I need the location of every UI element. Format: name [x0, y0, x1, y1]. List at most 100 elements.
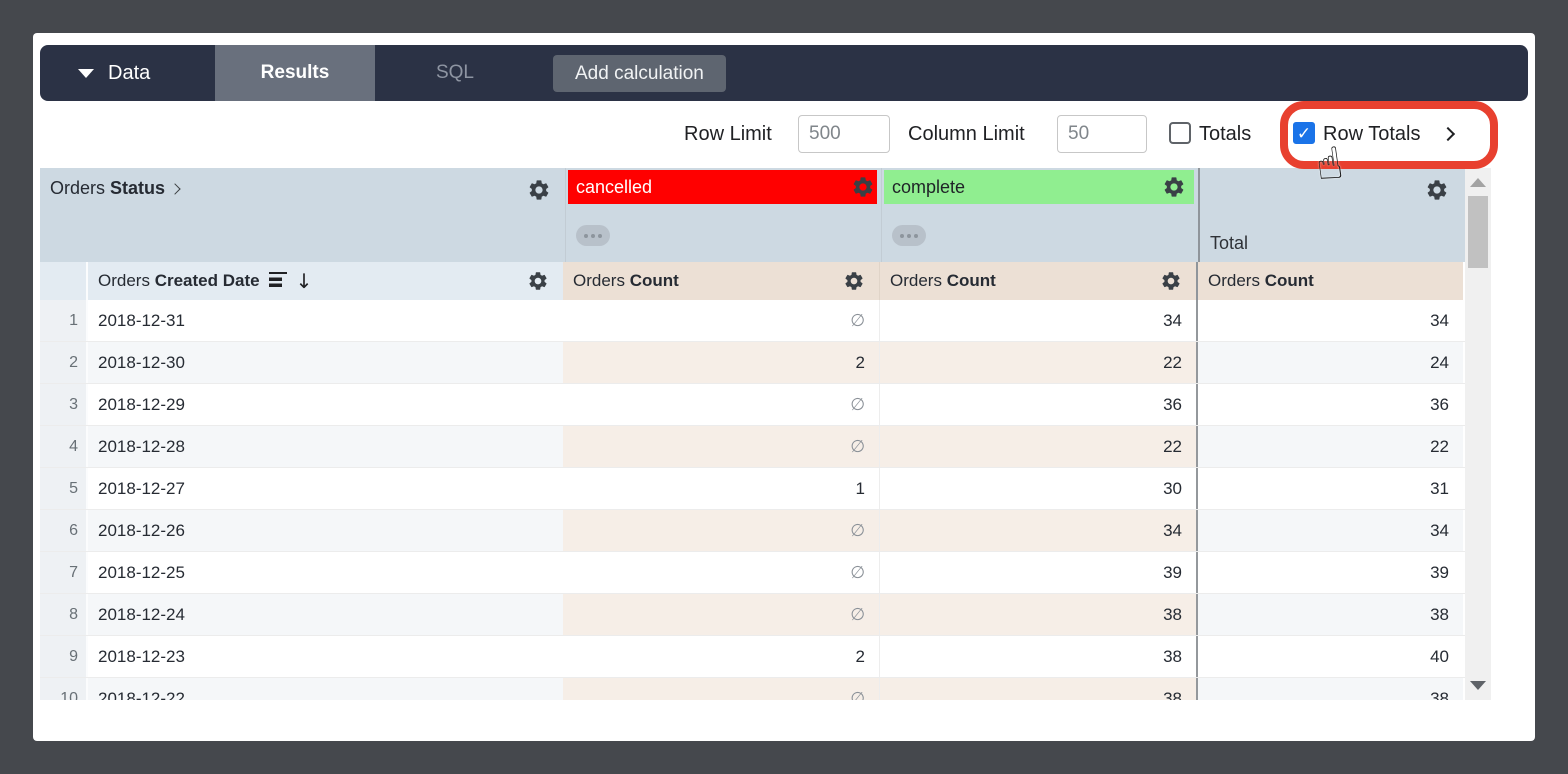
measure-title: Orders Count	[1208, 271, 1314, 291]
gear-icon[interactable]	[527, 178, 551, 202]
date-cell[interactable]: 2018-12-22	[88, 678, 563, 700]
orders-created-date-header[interactable]: Orders Created Date ↓	[88, 262, 563, 300]
field-name: Count	[946, 271, 996, 290]
table-row[interactable]: 3 2018-12-29 ∅ 36 36	[40, 384, 1465, 426]
table-row[interactable]: 5 2018-12-27 1 30 31	[40, 468, 1465, 510]
vertical-scrollbar[interactable]	[1465, 168, 1491, 700]
gear-icon[interactable]	[527, 270, 549, 292]
complete-count-cell[interactable]: 22	[879, 342, 1196, 383]
scroll-up-arrow-icon[interactable]	[1470, 178, 1486, 187]
created-date-title: Orders Created Date	[98, 271, 260, 291]
check-icon: ✓	[1296, 123, 1312, 143]
field-name: Status	[110, 178, 166, 198]
field-name: Count	[1264, 271, 1314, 290]
row-totals-checkbox[interactable]: ✓	[1293, 122, 1315, 144]
table-body: 1 2018-12-31 ∅ 34 34 2 2018-12-30 2 22 2…	[40, 300, 1465, 700]
scroll-down-arrow-icon[interactable]	[1470, 681, 1486, 690]
complete-count-cell[interactable]: 34	[879, 510, 1196, 551]
gear-icon[interactable]	[1160, 270, 1182, 292]
row-total-cell[interactable]: 31	[1196, 468, 1463, 509]
scrollbar-thumb[interactable]	[1468, 196, 1488, 268]
row-total-cell[interactable]: 22	[1196, 426, 1463, 467]
table-row[interactable]: 8 2018-12-24 ∅ 38 38	[40, 594, 1465, 636]
tab-sql[interactable]: SQL	[375, 45, 535, 101]
expand-chevron-icon[interactable]	[169, 182, 181, 195]
add-calculation-button[interactable]: Add calculation	[553, 55, 726, 92]
date-cell[interactable]: 2018-12-24	[88, 594, 563, 635]
table-row[interactable]: 10 2018-12-22 ∅ 38 38	[40, 678, 1465, 700]
complete-count-cell[interactable]: 38	[879, 594, 1196, 635]
fill-fields-icon[interactable]	[268, 270, 288, 293]
orders-count-header-cancelled[interactable]: Orders Count	[563, 262, 879, 300]
tab-sql-label: SQL	[435, 62, 475, 83]
cancelled-count-cell[interactable]: 2	[855, 646, 865, 666]
date-cell[interactable]: 2018-12-28	[88, 426, 563, 467]
complete-count-cell[interactable]: 38	[879, 636, 1196, 677]
cancelled-count-cell[interactable]: ∅	[850, 394, 865, 415]
measure-title: Orders Count	[890, 271, 996, 291]
row-total-cell[interactable]: 38	[1196, 594, 1463, 635]
complete-count-cell[interactable]: 36	[879, 384, 1196, 425]
table-row[interactable]: 7 2018-12-25 ∅ 39 39	[40, 552, 1465, 594]
complete-count-cell[interactable]: 30	[879, 468, 1196, 509]
cancelled-count-cell[interactable]: ∅	[563, 426, 879, 467]
gear-icon[interactable]	[1162, 175, 1186, 199]
date-cell[interactable]: 2018-12-26	[88, 510, 563, 551]
cancelled-count-cell[interactable]: 2	[563, 342, 879, 383]
pivot-value-cancelled[interactable]: cancelled	[568, 170, 877, 204]
cancelled-count-cell[interactable]: ∅	[850, 310, 865, 331]
cancelled-count-cell[interactable]: ∅	[563, 510, 879, 551]
cancelled-count-cell[interactable]: ∅	[563, 678, 879, 700]
totals-checkbox[interactable]: ✓	[1169, 122, 1191, 144]
column-limit-label: Column Limit	[908, 123, 1025, 145]
row-total-cell[interactable]: 39	[1196, 552, 1463, 593]
row-total-cell[interactable]: 34	[1196, 510, 1463, 551]
row-total-cell[interactable]: 34	[1196, 300, 1463, 341]
ellipsis-menu-button[interactable]	[892, 225, 926, 246]
row-number-cell: 2	[40, 342, 88, 383]
pivot-value-complete[interactable]: complete	[884, 170, 1194, 204]
date-cell[interactable]: 2018-12-30	[88, 342, 563, 383]
row-limit-input[interactable]	[798, 115, 890, 153]
orders-count-header-complete[interactable]: Orders Count	[879, 262, 1196, 300]
complete-count-cell[interactable]: 34	[879, 300, 1196, 341]
date-cell[interactable]: 2018-12-29	[98, 394, 185, 414]
ellipsis-menu-button[interactable]	[576, 225, 610, 246]
table-row[interactable]: 4 2018-12-28 ∅ 22 22	[40, 426, 1465, 468]
cancelled-count-cell[interactable]: ∅	[563, 594, 879, 635]
row-totals-chevron-icon[interactable]	[1440, 126, 1456, 142]
date-cell[interactable]: 2018-12-31	[98, 310, 185, 330]
tab-results-label: Results	[260, 62, 330, 83]
row-number-cell: 7	[40, 552, 88, 593]
tab-results[interactable]: Results	[215, 45, 375, 101]
table-row[interactable]: 9 2018-12-23 2 38 40	[40, 636, 1465, 678]
date-cell[interactable]: 2018-12-27	[98, 478, 185, 498]
complete-count-cell[interactable]: 22	[879, 426, 1196, 467]
row-total-cell[interactable]: 36	[1196, 384, 1463, 425]
dropdown-triangle-icon	[78, 68, 94, 78]
row-total-cell[interactable]: 38	[1196, 678, 1463, 700]
gear-icon[interactable]	[1425, 178, 1449, 202]
table-row[interactable]: 6 2018-12-26 ∅ 34 34	[40, 510, 1465, 552]
orders-count-header-total[interactable]: Orders Count	[1196, 262, 1463, 300]
row-total-cell[interactable]: 24	[1196, 342, 1463, 383]
sort-descending-icon[interactable]: ↓	[295, 269, 313, 293]
complete-count-cell[interactable]: 38	[879, 678, 1196, 700]
data-dropdown[interactable]: Data	[40, 45, 215, 101]
gear-icon[interactable]	[851, 175, 875, 199]
orders-status-header[interactable]: Orders Status	[40, 168, 565, 262]
row-totals-label: Row Totals	[1323, 123, 1421, 145]
cancelled-count-cell[interactable]: ∅	[850, 562, 865, 583]
complete-count-cell[interactable]: 39	[879, 552, 1196, 593]
date-cell[interactable]: 2018-12-23	[98, 646, 185, 666]
row-total-cell[interactable]: 40	[1196, 636, 1463, 677]
row-number-cell: 6	[40, 510, 88, 551]
date-cell[interactable]: 2018-12-25	[98, 562, 185, 582]
gear-icon[interactable]	[843, 270, 865, 292]
table-row[interactable]: 2 2018-12-30 2 22 24	[40, 342, 1465, 384]
pivot-value-cancelled-cell: cancelled	[565, 168, 881, 262]
cancelled-count-cell[interactable]: 1	[855, 478, 865, 498]
table-row[interactable]: 1 2018-12-31 ∅ 34 34	[40, 300, 1465, 342]
column-header-row: Orders Created Date ↓ Orders Count	[40, 262, 1465, 300]
column-limit-input[interactable]	[1057, 115, 1147, 153]
